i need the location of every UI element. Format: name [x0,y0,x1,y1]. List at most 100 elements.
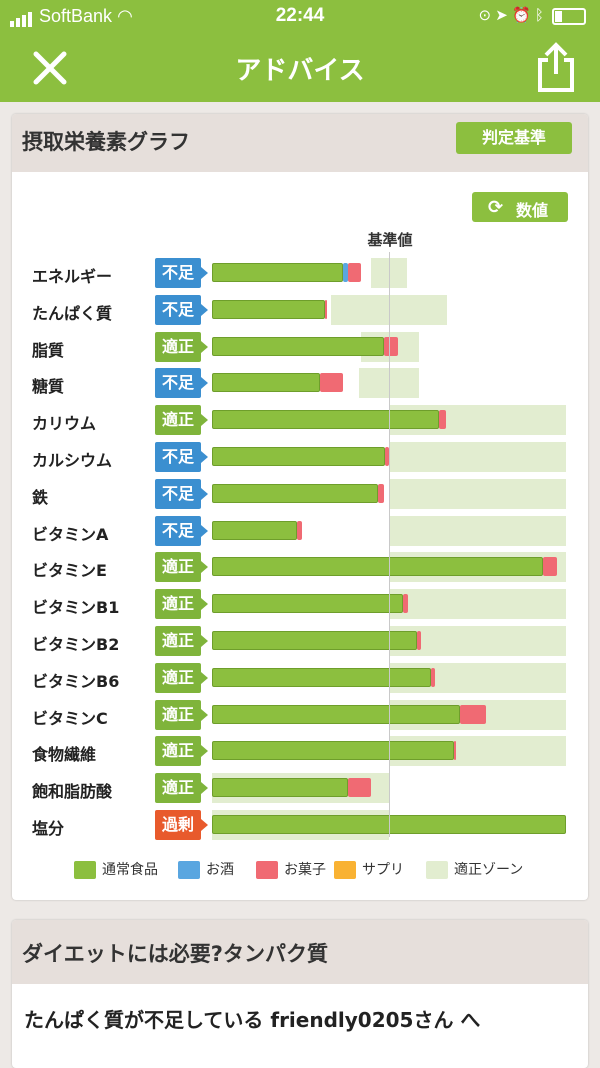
legend-swatch [178,861,200,879]
nutrient-label: 飽和脂肪酸 [32,782,113,802]
legend-item: お酒 [178,859,234,879]
status-badge: 過剰 [155,810,208,840]
nutrient-row: 塩分 過剰 [12,810,588,840]
snack-bar [403,594,409,614]
status-icons: ⊙ ➤ ⏰ ᛒ [478,6,586,25]
nutrient-row: 食物繊維 適正 [12,736,588,767]
nutrient-graph-card: 摂取栄養素グラフ 判定基準 ⟳ 数値 基準値 エネルギー 不足 たんぱく質 不足 脂質適… [12,114,588,900]
snack-bar [378,483,384,503]
status-badge: 不足 [155,294,208,325]
optimal-zone [389,478,566,509]
food-bar [212,741,455,761]
nutrient-row: ビタミンC 適正 [12,699,588,730]
signal-icon [10,6,34,27]
carrier-name: SoftBank [39,6,113,26]
food-bar [212,483,379,503]
location-icon: ➤ [495,7,508,24]
snack-bar [348,778,372,798]
legend-label: 適正ゾーン [454,862,524,878]
value-toggle-button[interactable]: ⟳ 数値 [472,192,568,222]
status-time: 22:44 [275,5,325,26]
status-badge: 適正 [155,773,208,804]
status-badge: 適正 [155,662,208,693]
optimal-zone [358,368,420,399]
food-bar [212,263,343,282]
legend-label: 通常食品 [102,862,158,878]
share-icon[interactable] [534,42,578,94]
optimal-zone [389,515,566,546]
nutrient-label: たんぱく質 [32,303,113,323]
snack-bar [454,741,457,761]
wifi-icon: ◠ [117,6,133,26]
status-badge: 不足 [155,258,208,288]
food-bar [212,778,349,798]
legend-item: サプリ [334,859,404,879]
criteria-button[interactable]: 判定基準 [456,122,572,154]
snack-bar [325,299,328,319]
optimal-zone [330,294,448,325]
legend-item: お菓子 [256,859,326,879]
reference-line [389,252,390,837]
nutrient-row: ビタミンB6 適正 [12,662,588,693]
snack-bar [296,520,303,540]
status-badge: 適正 [155,626,208,656]
nutrient-label: ビタミンE [32,561,107,581]
food-bar [212,557,543,577]
status-badge: 適正 [155,405,208,436]
food-bar [212,594,404,614]
status-badge: 適正 [155,699,208,730]
status-badge: 適正 [155,589,208,620]
nutrient-row: ビタミンA 不足 [12,515,588,546]
battery-icon [552,7,586,25]
nutrient-label: ビタミンA [32,524,109,544]
nutrient-row: ビタミンE 適正 [12,552,588,583]
reference-label: 基準値 [367,231,413,249]
nutrient-row: 脂質 適正 [12,331,588,362]
legend-item: 通常食品 [74,859,158,879]
lock-rotation-icon: ⊙ [478,7,492,24]
nutrient-label: 塩分 [32,819,65,838]
alarm-icon: ⏰ [511,7,531,24]
legend-label: お菓子 [284,862,326,878]
refresh-icon: ⟳ [488,197,504,218]
status-badge: 適正 [155,552,208,583]
nutrient-row: 飽和脂肪酸 適正 [12,773,588,804]
nutrient-label: カリウム [32,414,97,434]
close-icon[interactable] [30,48,70,88]
bluetooth-icon: ᛒ [534,7,544,24]
status-badge: 不足 [155,442,208,472]
snack-bar [348,263,361,282]
snack-bar [319,373,343,393]
legend-swatch [334,861,356,879]
food-bar [212,520,297,540]
snack-bar [383,336,398,356]
snack-bar [417,631,421,650]
snack-bar [459,704,487,724]
nutrient-row: 糖質 不足 [12,368,588,399]
article-title: ダイエットには必要?タンパク質 [22,942,328,966]
nutrient-label: 食物繊維 [32,745,97,765]
optimal-zone [389,589,566,620]
snack-bar [385,447,389,466]
nutrient-row: たんぱく質 不足 [12,294,588,325]
legend-label: サプリ [362,862,404,878]
article-card[interactable]: ダイエットには必要?タンパク質 たんぱく質が不足している friendly020… [12,920,588,1068]
snack-bar [438,410,446,430]
nutrient-row: 鉄 不足 [12,478,588,509]
food-bar [212,704,460,724]
status-bar: SoftBank ◠ 22:44 ⊙ ➤ ⏰ ᛒ [0,0,600,34]
nutrient-label: ビタミンB6 [32,671,120,691]
nutrient-row: カルシウム 不足 [12,442,588,472]
value-toggle-label: 数値 [516,201,549,220]
legend-label: お酒 [206,862,234,878]
chart-legend: 通常食品 お酒 お菓子 サプリ 適正ゾーン [12,856,588,886]
snack-bar [431,667,435,687]
nutrient-row: カリウム 適正 [12,405,588,436]
food-bar [212,299,326,319]
food-bar [212,410,439,430]
food-bar [212,447,386,466]
nutrient-label: カルシウム [32,451,113,470]
status-badge: 適正 [155,736,208,767]
snack-bar [542,557,558,577]
status-badge: 適正 [155,331,208,362]
